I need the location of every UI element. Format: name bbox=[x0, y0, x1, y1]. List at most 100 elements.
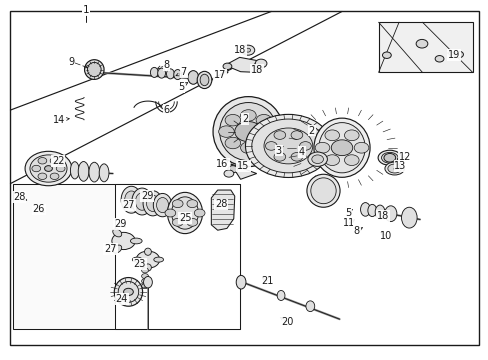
Ellipse shape bbox=[306, 174, 339, 207]
Text: 27: 27 bbox=[104, 244, 117, 254]
Ellipse shape bbox=[171, 197, 198, 229]
Ellipse shape bbox=[132, 188, 152, 215]
Circle shape bbox=[142, 274, 148, 279]
Circle shape bbox=[241, 45, 254, 55]
Text: 5: 5 bbox=[178, 82, 184, 92]
Circle shape bbox=[44, 166, 52, 171]
Text: 15: 15 bbox=[237, 161, 249, 171]
Circle shape bbox=[353, 142, 368, 153]
Polygon shape bbox=[224, 57, 264, 72]
Text: 18: 18 bbox=[250, 64, 262, 75]
Circle shape bbox=[290, 131, 302, 139]
Circle shape bbox=[50, 173, 59, 180]
Text: 18: 18 bbox=[377, 211, 389, 221]
Circle shape bbox=[273, 131, 285, 139]
Circle shape bbox=[194, 209, 204, 217]
Circle shape bbox=[56, 165, 65, 172]
Ellipse shape bbox=[89, 162, 100, 182]
Circle shape bbox=[382, 52, 390, 58]
Circle shape bbox=[256, 114, 271, 126]
Text: 27: 27 bbox=[122, 200, 134, 210]
Ellipse shape bbox=[150, 67, 158, 77]
Text: 6: 6 bbox=[163, 105, 169, 115]
Ellipse shape bbox=[401, 207, 416, 228]
Circle shape bbox=[112, 232, 135, 249]
Polygon shape bbox=[13, 184, 239, 329]
Ellipse shape bbox=[70, 162, 79, 179]
Ellipse shape bbox=[381, 152, 397, 163]
Ellipse shape bbox=[187, 71, 198, 84]
Circle shape bbox=[251, 119, 325, 173]
Text: 19: 19 bbox=[447, 50, 459, 60]
Text: 3: 3 bbox=[275, 145, 281, 156]
Circle shape bbox=[234, 122, 262, 141]
Ellipse shape bbox=[146, 195, 159, 211]
Text: 28: 28 bbox=[214, 199, 227, 210]
Ellipse shape bbox=[384, 162, 404, 175]
Circle shape bbox=[38, 158, 47, 164]
Text: 23: 23 bbox=[133, 259, 145, 269]
Polygon shape bbox=[230, 164, 256, 179]
Circle shape bbox=[290, 153, 302, 161]
Ellipse shape bbox=[277, 291, 285, 301]
Circle shape bbox=[240, 142, 256, 153]
Ellipse shape bbox=[113, 229, 122, 237]
Ellipse shape bbox=[78, 162, 89, 181]
Text: 10: 10 bbox=[379, 231, 391, 240]
Circle shape bbox=[50, 158, 59, 164]
Circle shape bbox=[142, 279, 148, 284]
Circle shape bbox=[299, 141, 311, 150]
Text: 26: 26 bbox=[33, 204, 45, 215]
Text: 1: 1 bbox=[83, 5, 89, 15]
Circle shape bbox=[38, 173, 47, 180]
Text: 21: 21 bbox=[261, 276, 274, 286]
Text: 29: 29 bbox=[114, 219, 126, 229]
Ellipse shape bbox=[305, 301, 314, 312]
Circle shape bbox=[255, 59, 266, 68]
Text: 12: 12 bbox=[398, 152, 411, 162]
Text: 18: 18 bbox=[233, 45, 245, 55]
Ellipse shape bbox=[377, 150, 401, 165]
Circle shape bbox=[415, 40, 427, 48]
Circle shape bbox=[25, 151, 72, 186]
Circle shape bbox=[224, 114, 240, 126]
Text: 8: 8 bbox=[353, 226, 359, 236]
Text: 5: 5 bbox=[344, 208, 350, 218]
Circle shape bbox=[218, 126, 234, 137]
Polygon shape bbox=[378, 22, 472, 72]
Ellipse shape bbox=[360, 203, 369, 216]
Ellipse shape bbox=[367, 204, 376, 217]
Ellipse shape bbox=[132, 257, 142, 262]
Ellipse shape bbox=[158, 68, 165, 78]
Text: 29: 29 bbox=[141, 191, 153, 201]
Circle shape bbox=[227, 166, 237, 173]
Ellipse shape bbox=[144, 264, 151, 271]
Circle shape bbox=[186, 219, 197, 226]
Text: 2: 2 bbox=[308, 126, 314, 135]
Text: 24: 24 bbox=[115, 294, 127, 304]
Circle shape bbox=[265, 141, 277, 150]
Circle shape bbox=[240, 110, 256, 121]
Ellipse shape bbox=[153, 193, 171, 217]
Circle shape bbox=[223, 63, 231, 69]
Text: 17: 17 bbox=[213, 70, 226, 80]
Ellipse shape bbox=[114, 278, 142, 306]
Text: 2: 2 bbox=[242, 114, 248, 124]
Ellipse shape bbox=[143, 276, 152, 288]
Ellipse shape bbox=[143, 191, 162, 216]
Circle shape bbox=[136, 251, 159, 268]
Circle shape bbox=[273, 153, 285, 161]
Circle shape bbox=[172, 200, 183, 208]
Text: 11: 11 bbox=[343, 218, 355, 228]
Text: 7: 7 bbox=[180, 67, 186, 77]
Circle shape bbox=[186, 200, 197, 208]
Circle shape bbox=[262, 126, 278, 137]
Ellipse shape bbox=[213, 96, 283, 167]
Ellipse shape bbox=[244, 48, 250, 52]
Ellipse shape bbox=[118, 282, 139, 302]
Circle shape bbox=[30, 155, 67, 182]
Ellipse shape bbox=[387, 164, 401, 173]
Circle shape bbox=[224, 170, 233, 177]
Circle shape bbox=[164, 209, 175, 217]
Text: 14: 14 bbox=[53, 115, 65, 125]
